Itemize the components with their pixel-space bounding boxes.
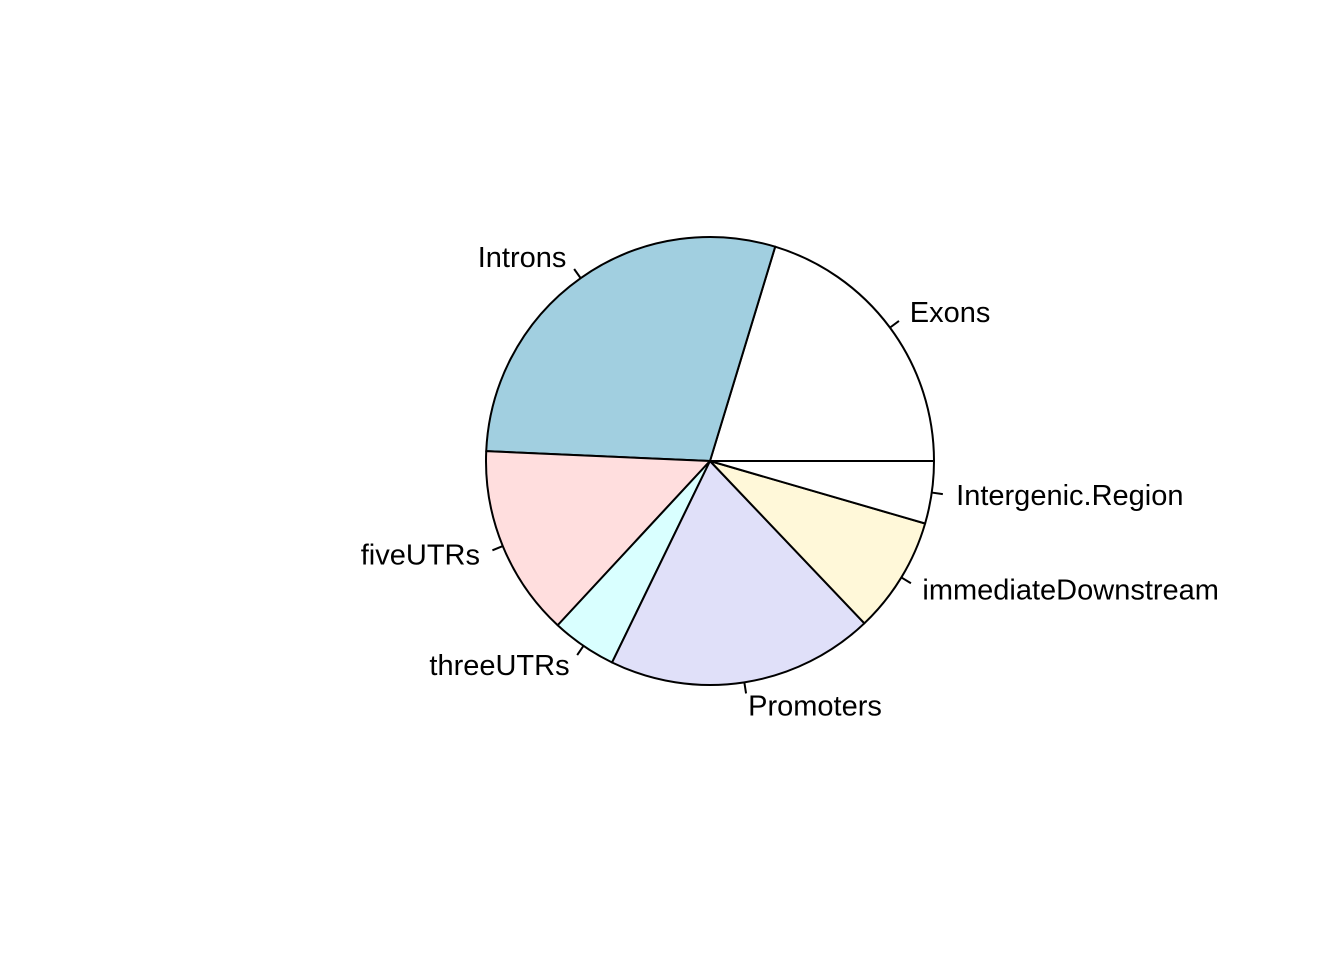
slice-label-fiveutrs: fiveUTRs xyxy=(361,539,480,571)
slice-label-intergenic-region: Intergenic.Region xyxy=(956,480,1183,512)
pie-slice-exons xyxy=(709,245,935,462)
pie-slice-intergenic-region xyxy=(709,460,935,525)
leader-line-promoters xyxy=(743,682,748,694)
leader-line-introns xyxy=(573,268,582,279)
leader-line-exons xyxy=(889,320,900,329)
leader-line-threeutrs xyxy=(576,645,585,656)
pie-slice-immediatedownstream xyxy=(709,460,927,625)
pie-leader-lines xyxy=(492,268,943,694)
pie-slices xyxy=(485,236,935,686)
slice-label-exons: Exons xyxy=(910,297,991,329)
pie-slice-introns xyxy=(485,236,777,462)
pie-labels: Exons Introns fiveUTRs threeUTRs Promoters im… xyxy=(361,242,1219,723)
leader-line-fiveutrs xyxy=(492,545,504,552)
leader-line-intergenic-region xyxy=(931,491,943,496)
slice-label-promoters: Promoters xyxy=(748,691,882,723)
slice-label-threeutrs: threeUTRs xyxy=(429,650,569,682)
leader-line-immediatedownstream xyxy=(900,576,912,585)
slice-label-introns: Introns xyxy=(478,242,567,274)
pie-slice-promoters xyxy=(611,460,866,686)
slice-label-immediatedownstream: immediateDownstream xyxy=(922,574,1219,606)
pie-slice-fiveutrs xyxy=(485,450,711,627)
